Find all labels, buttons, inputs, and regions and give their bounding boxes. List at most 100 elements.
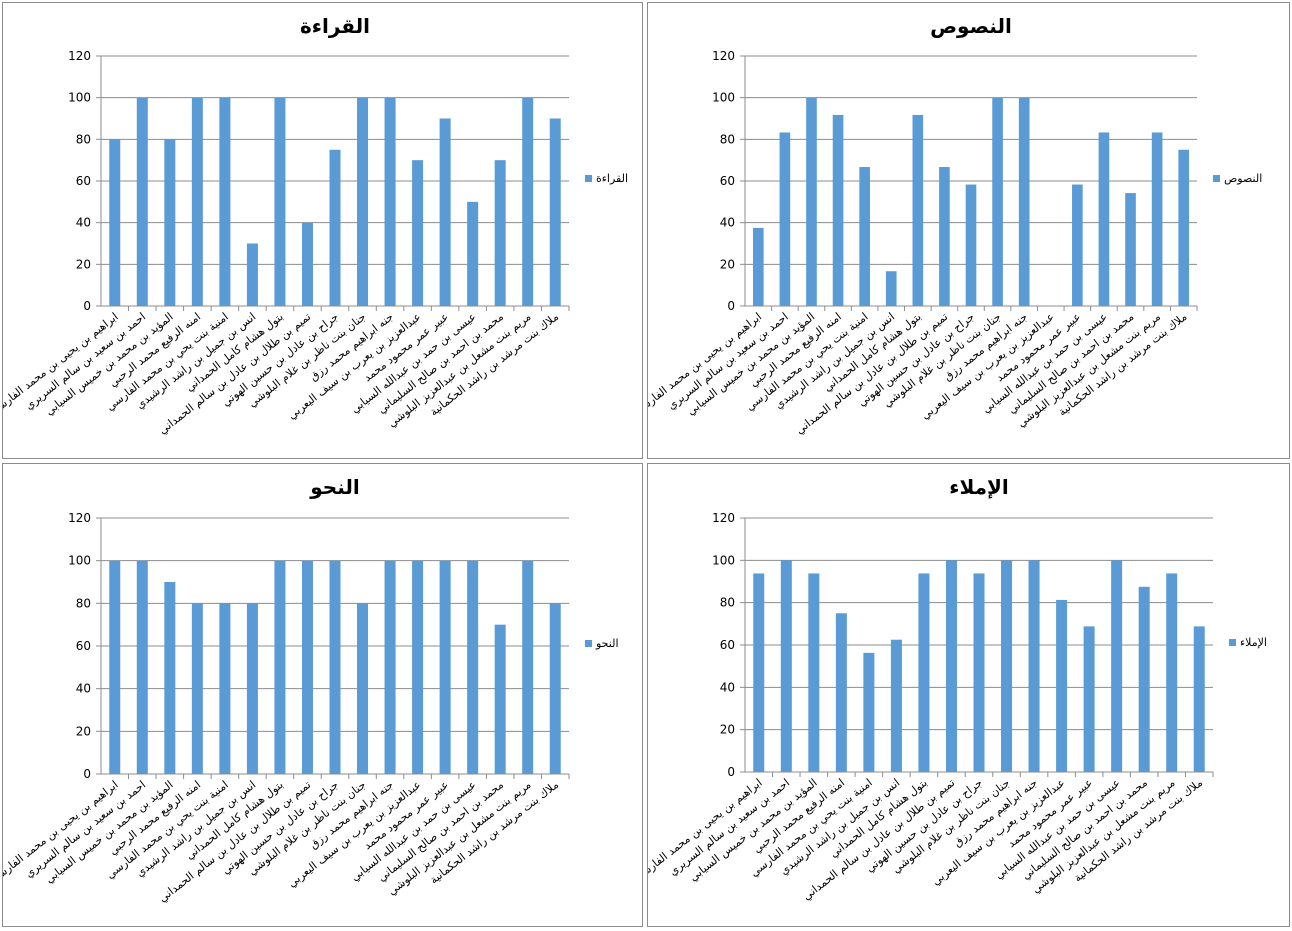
bar [412, 560, 424, 774]
legend-label: النحو [595, 637, 619, 650]
bar [918, 573, 930, 772]
y-tick-label: 0 [83, 767, 91, 781]
chart-title: القراءة [300, 14, 370, 38]
bar [136, 560, 148, 774]
bar [752, 227, 764, 306]
bar [885, 271, 897, 306]
chart-panel-grammar: النحو 0 20 40 60 80 100 120 ابراهيم بن يحيى بن م… [2, 463, 643, 927]
bar [219, 603, 231, 774]
legend-label: النصوص [1224, 172, 1262, 185]
y-tick-label: 40 [720, 680, 735, 694]
bar [806, 97, 817, 307]
y-tick-label: 0 [83, 299, 91, 313]
legend-swatch [585, 175, 592, 182]
bar [494, 624, 506, 774]
chart-panel-dictation: الإملاء 0 20 40 60 80 100 120 ابراهيم بن يحيى بن… [647, 463, 1290, 927]
bar [164, 582, 176, 774]
y-tick-label: 20 [720, 723, 735, 737]
bar [467, 201, 479, 306]
bar [890, 639, 902, 772]
bar [753, 573, 765, 772]
bar [549, 603, 561, 774]
bar [863, 652, 875, 772]
bar [494, 160, 506, 306]
bar [357, 603, 369, 774]
bar [439, 560, 451, 774]
y-tick-label: 60 [720, 638, 735, 652]
bar [329, 149, 341, 306]
y-tick-label: 120 [712, 49, 735, 63]
chart-panel-texts: النصوص 0 20 40 60 80 100 120 ابراهيم بن يحيى بن … [647, 2, 1290, 459]
legend-swatch [585, 640, 592, 647]
bar [191, 97, 203, 307]
y-tick-label: 20 [76, 257, 91, 271]
bar [808, 573, 820, 772]
y-tick-label: 20 [720, 257, 735, 271]
bar [832, 114, 844, 306]
bar [1098, 132, 1110, 306]
bar [301, 560, 313, 774]
y-tick-label: 100 [68, 91, 91, 105]
bar [219, 97, 231, 307]
bar [274, 97, 286, 307]
bar [1125, 193, 1136, 306]
y-tick-label: 40 [76, 216, 91, 230]
bar [992, 97, 1003, 307]
y-tick-label: 80 [76, 596, 91, 610]
bar [780, 560, 792, 772]
y-tick-label: 120 [68, 49, 91, 63]
bar [246, 603, 258, 774]
bar [274, 560, 286, 774]
y-tick-label: 20 [76, 724, 91, 738]
bar [384, 97, 396, 307]
legend-swatch [1213, 175, 1220, 182]
bar [109, 560, 121, 774]
bar [835, 613, 847, 772]
bar [859, 167, 870, 306]
y-tick-label: 120 [712, 511, 735, 525]
y-tick-label: 60 [76, 174, 91, 188]
y-tick-label: 120 [68, 511, 91, 525]
chart-title: الإملاء [949, 475, 1009, 499]
bar [779, 132, 791, 306]
bar [965, 184, 977, 306]
bar [1166, 573, 1178, 772]
chart-title: النصوص [930, 14, 1012, 38]
bar [136, 97, 148, 307]
bar [384, 560, 396, 774]
chart-title: النحو [309, 475, 359, 499]
bar [439, 118, 451, 306]
bar [1072, 184, 1083, 306]
bar [1138, 586, 1150, 772]
y-tick-label: 60 [76, 639, 91, 653]
bar [1018, 97, 1030, 307]
legend-swatch [1229, 639, 1236, 646]
y-tick-label: 40 [76, 682, 91, 696]
bar [109, 139, 121, 306]
y-tick-label: 40 [720, 216, 735, 230]
y-tick-label: 60 [720, 174, 735, 188]
bar [1083, 626, 1095, 772]
bar [467, 560, 479, 774]
legend-label: القراءة [596, 172, 628, 185]
bar [301, 222, 313, 306]
bar [945, 560, 957, 772]
bar [1001, 560, 1013, 772]
y-tick-label: 0 [727, 299, 735, 313]
y-tick-label: 100 [68, 554, 91, 568]
bar [164, 139, 176, 306]
bar [522, 560, 534, 774]
chart-panel-reading: القراءة 0 20 40 60 80 100 120 ابراهيم بن يحيى بن… [2, 2, 643, 459]
y-tick-label: 80 [76, 132, 91, 146]
bar [412, 160, 424, 306]
y-tick-label: 0 [727, 765, 735, 779]
bar [973, 573, 985, 772]
bar [522, 97, 534, 307]
bar [912, 114, 924, 306]
y-tick-label: 100 [712, 553, 735, 567]
bar [246, 243, 258, 306]
